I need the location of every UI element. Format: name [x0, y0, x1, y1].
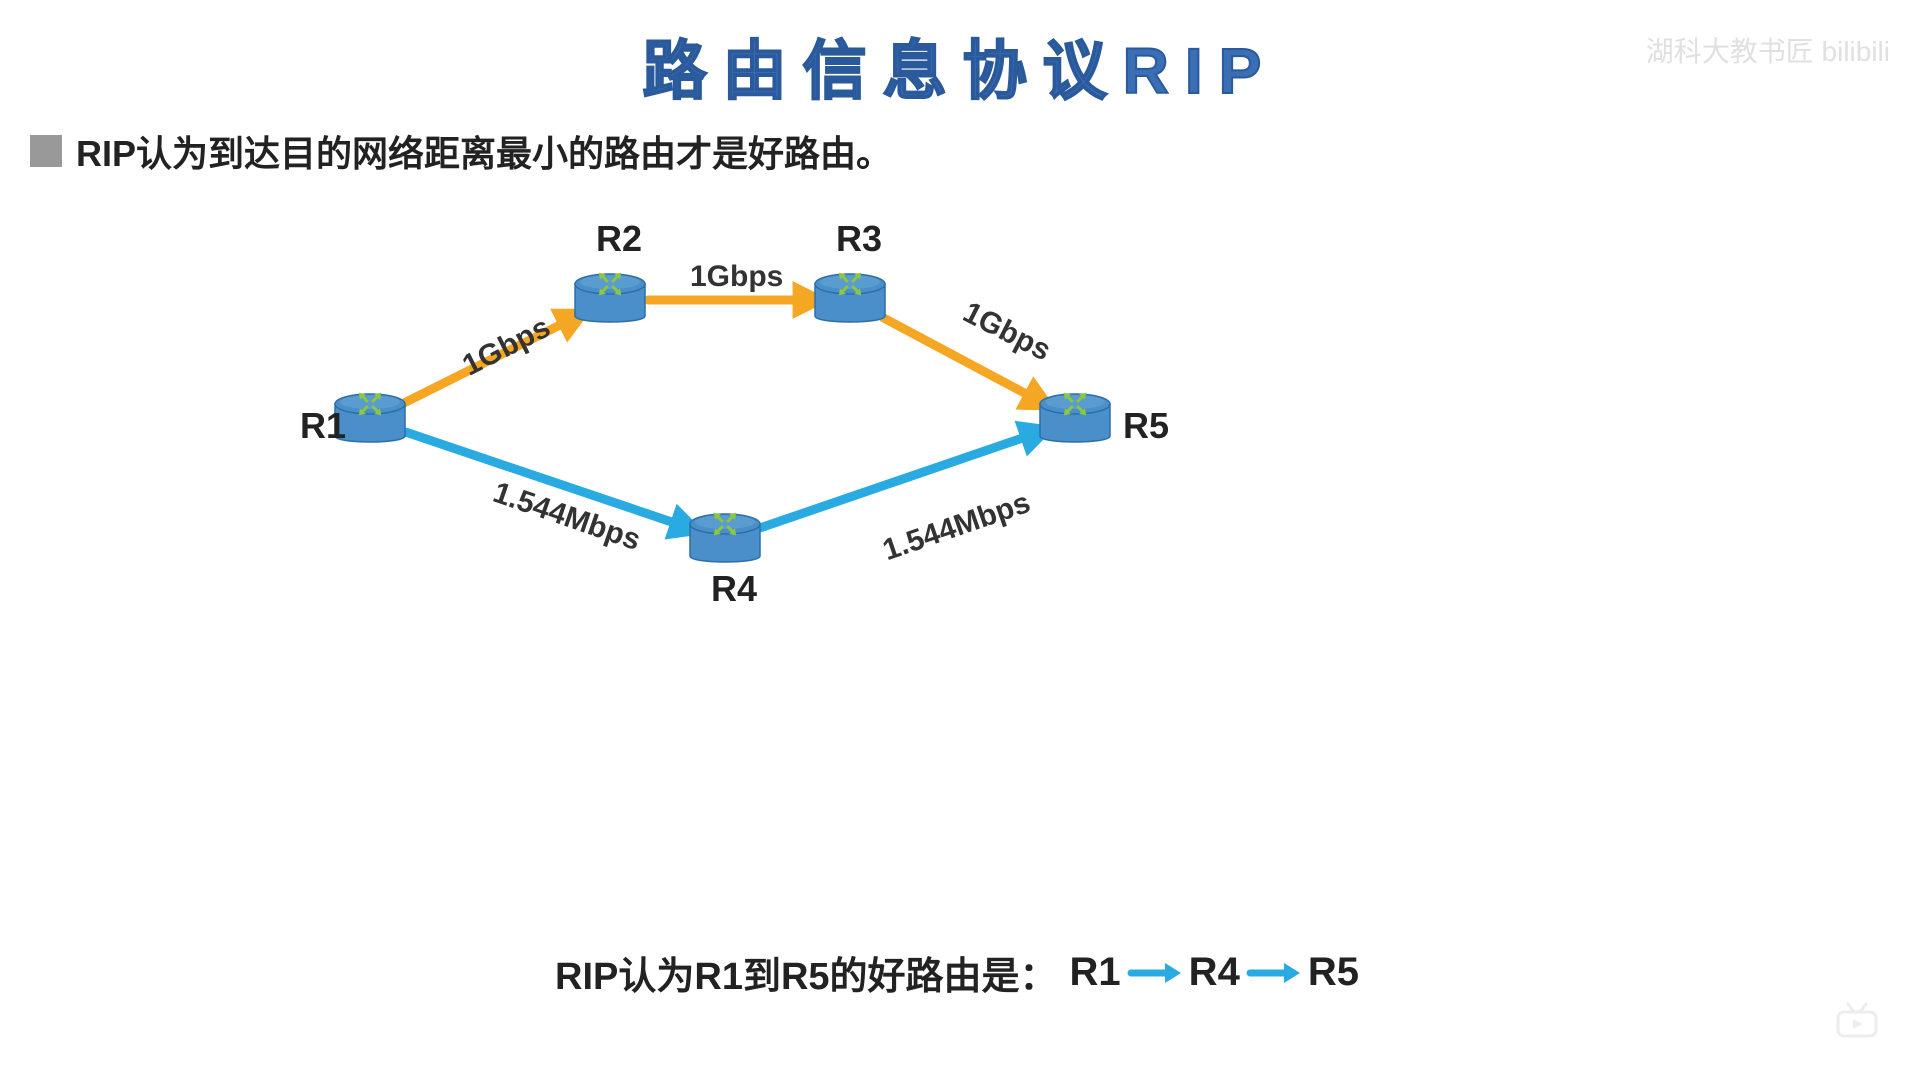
router-label-R1: R1: [300, 405, 346, 447]
bullet-square-icon: [30, 135, 62, 167]
router-label-R3: R3: [836, 218, 882, 260]
bilibili-tv-icon: [1834, 1000, 1880, 1040]
route-arrow-icon: [1246, 961, 1302, 985]
page-title: 路由信息协议RIP: [643, 20, 1278, 112]
route-hop: R1: [1070, 950, 1121, 994]
edge-label-R2-R3: 1Gbps: [690, 260, 783, 294]
route-chain: R1 R4 R5: [1064, 950, 1365, 995]
router-label-R4: R4: [711, 568, 757, 610]
route-arrow-icon: [1127, 961, 1183, 985]
network-diagram: R1R2R3R4R51Gbps1Gbps1Gbps1.544Mbps1.544M…: [260, 200, 1200, 650]
router-label-R2: R2: [596, 218, 642, 260]
router-R2: [575, 270, 645, 322]
bullet-point: RIP认为到达目的网络距离最小的路由才是好路由。: [30, 125, 892, 177]
router-R3: [815, 270, 885, 322]
route-hop: R5: [1308, 950, 1359, 994]
conclusion-text: RIP认为R1到R5的好路由是： R1 R4 R5: [555, 945, 1365, 1000]
conclusion-prefix: RIP认为R1到R5的好路由是：: [555, 945, 1058, 1000]
router-label-R5: R5: [1123, 405, 1169, 447]
bullet-text: RIP认为到达目的网络距离最小的路由才是好路由。: [76, 125, 892, 177]
route-hop: R4: [1189, 950, 1240, 994]
router-R4: [690, 510, 760, 562]
router-R5: [1040, 390, 1110, 442]
watermark: 湖科大教书匠 bilibili: [1646, 30, 1890, 70]
